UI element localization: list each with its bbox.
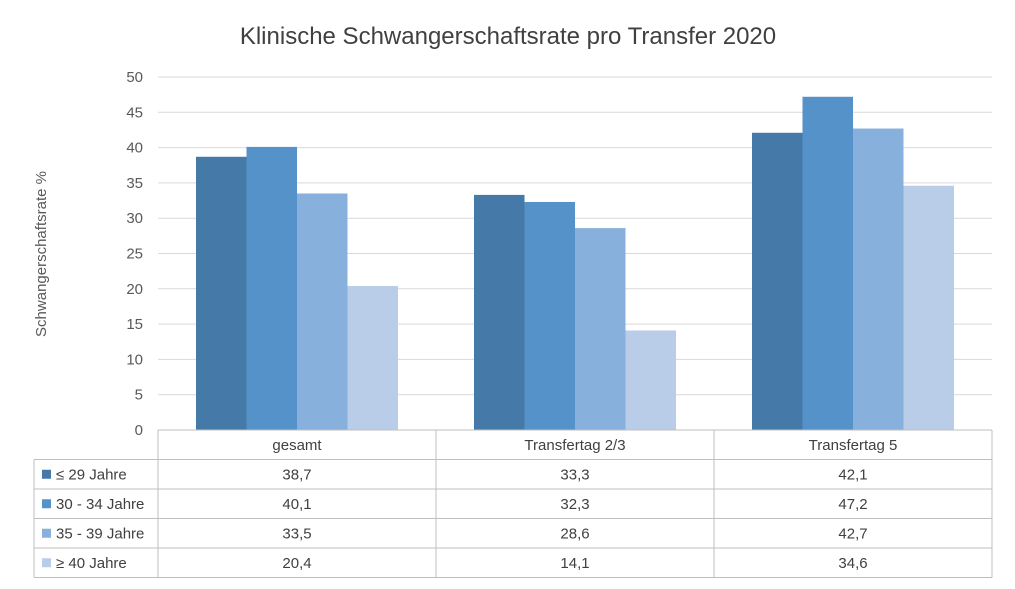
x-tick-label: Transfertag 2/3 — [524, 437, 625, 454]
bar — [853, 128, 904, 430]
y-tick-label: 10 — [126, 351, 143, 368]
y-tick-label: 35 — [126, 175, 143, 192]
legend-label: ≥ 40 Jahre — [56, 555, 127, 572]
legend-label: 30 - 34 Jahre — [56, 496, 144, 513]
y-tick-label: 20 — [126, 281, 143, 298]
y-tick-label: 50 — [126, 69, 143, 86]
data-label: 28,6 — [560, 525, 589, 542]
y-axis-label: Schwangerschaftsrate % — [33, 171, 50, 337]
x-tick-label: Transfertag 5 — [809, 437, 898, 454]
bar — [625, 330, 676, 430]
bar — [196, 156, 247, 430]
data-label: 34,6 — [838, 555, 867, 572]
y-tick-label: 30 — [126, 210, 143, 227]
bar — [246, 146, 297, 431]
data-label: 14,1 — [560, 555, 589, 572]
data-label: 20,4 — [282, 555, 311, 572]
y-tick-label: 15 — [126, 316, 143, 333]
data-table: gesamt Transfertag 2/3 Transfertag 5 ≤ 29 J… — [33, 429, 993, 578]
bar — [752, 132, 803, 431]
legend-swatch — [42, 558, 51, 568]
data-label: 47,2 — [838, 496, 867, 513]
y-tick-label: 5 — [135, 387, 143, 404]
data-label: 32,3 — [560, 496, 589, 513]
legend-swatch — [42, 469, 51, 479]
y-tick-label: 25 — [126, 246, 143, 263]
y-axis-ticks: 0 5 10 15 20 25 30 35 40 45 50 — [126, 69, 143, 439]
legend-label: ≤ 29 Jahre — [56, 466, 127, 483]
bar — [575, 228, 626, 430]
chart-title: Klinische Schwangerschaftsrate pro Trans… — [240, 23, 776, 50]
bar — [347, 285, 398, 430]
bar — [524, 201, 575, 430]
data-label: 33,5 — [282, 525, 311, 542]
legend-swatch — [42, 528, 51, 538]
bar — [903, 185, 954, 430]
y-tick-label: 45 — [126, 104, 143, 121]
y-tick-label: 0 — [135, 422, 143, 439]
data-label: 42,1 — [838, 466, 867, 483]
y-tick-label: 40 — [126, 140, 143, 157]
x-tick-label: gesamt — [272, 437, 322, 454]
data-label: 33,3 — [560, 466, 589, 483]
legend-swatch — [42, 499, 51, 509]
bar — [474, 194, 525, 430]
data-label: 40,1 — [282, 496, 311, 513]
bar — [802, 96, 853, 430]
legend-label: 35 - 39 Jahre — [56, 525, 144, 542]
data-label: 42,7 — [838, 525, 867, 542]
bars — [196, 96, 954, 431]
bar — [297, 193, 348, 430]
data-label: 38,7 — [282, 466, 311, 483]
